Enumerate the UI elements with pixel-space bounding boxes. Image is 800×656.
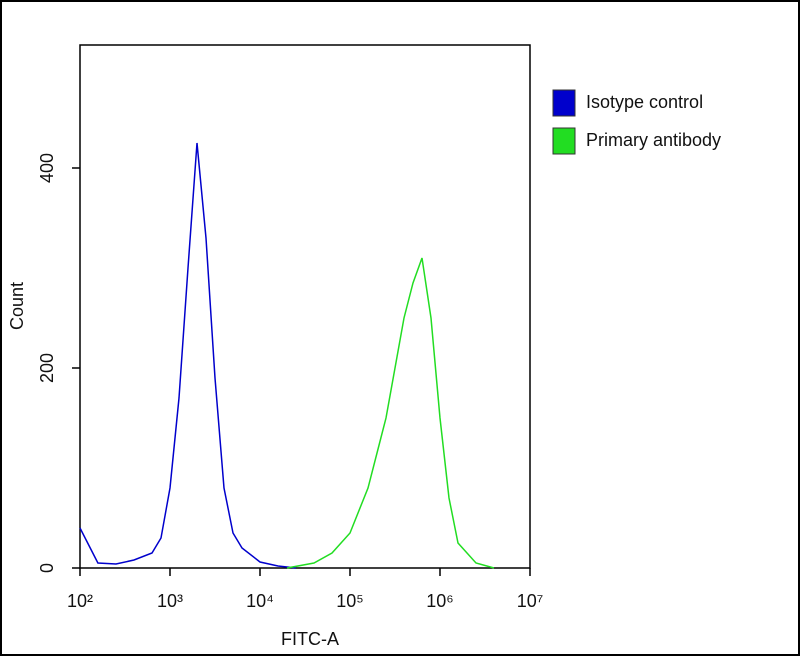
plot-area: [79, 44, 531, 569]
y-tick-label: 0: [37, 563, 57, 573]
x-tick-label: 10⁶: [426, 591, 453, 611]
series-line: [79, 142, 297, 569]
x-tick-label: 10⁵: [336, 591, 363, 611]
x-tick-label: 10³: [157, 591, 183, 611]
legend-swatch: [552, 127, 576, 155]
x-tick-label: 10⁴: [246, 591, 274, 611]
legend-label: Isotype control: [586, 92, 703, 112]
series-line: [286, 257, 495, 569]
x-tick-label: 10²: [67, 591, 93, 611]
x-tick-label: 10⁷: [517, 591, 544, 611]
legend-label: Primary antibody: [586, 130, 721, 150]
y-tick-label: 200: [37, 353, 57, 383]
y-tick-label: 400: [37, 153, 57, 183]
y-axis-label: Count: [7, 282, 27, 330]
legend-swatch: [552, 89, 576, 117]
x-axis-label: FITC-A: [281, 629, 339, 649]
